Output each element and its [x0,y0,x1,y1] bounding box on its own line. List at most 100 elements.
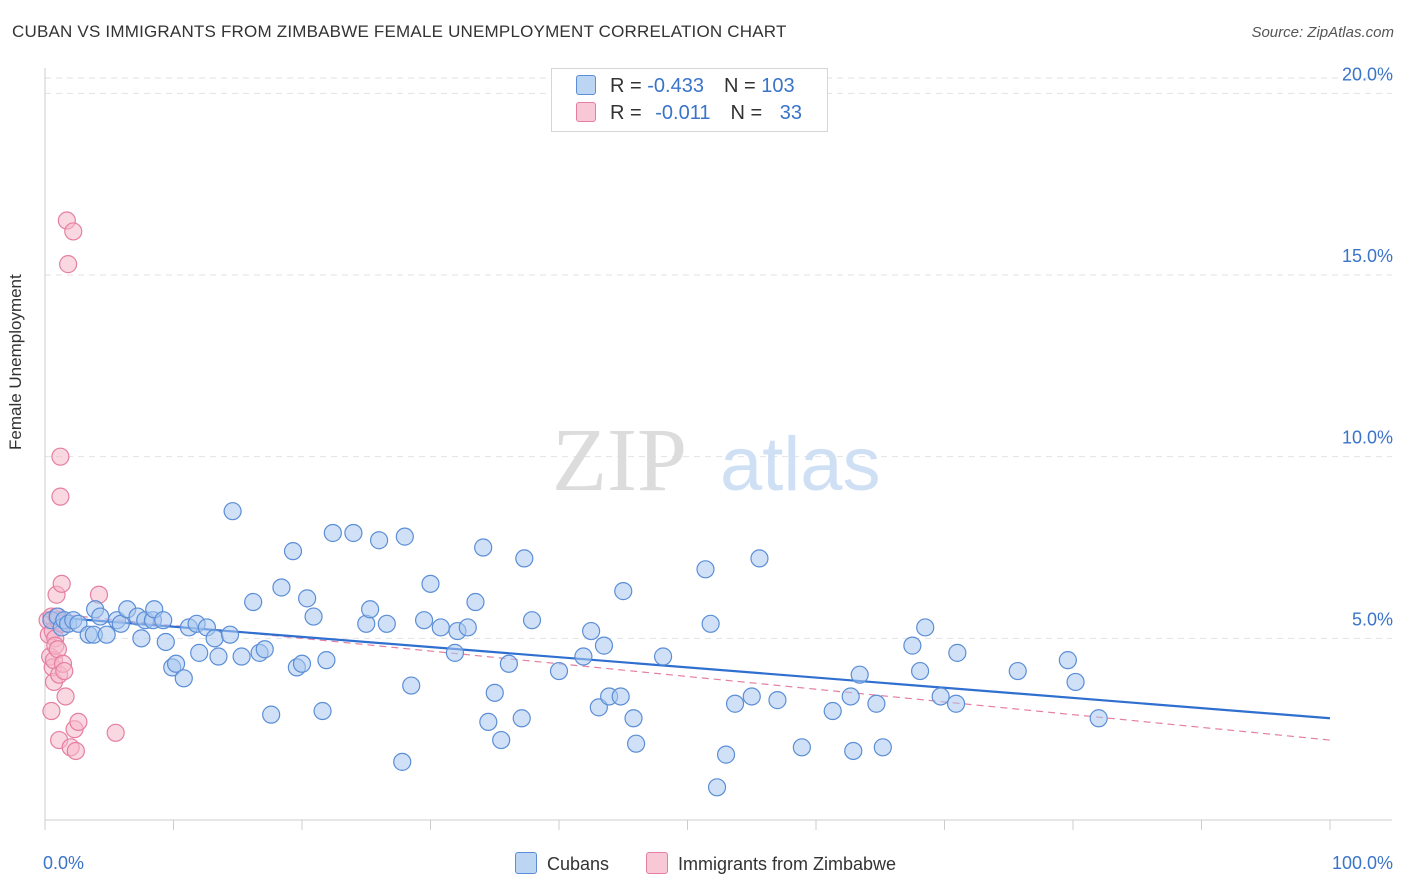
cuban-point [574,647,593,666]
legend-r-label: R = [610,102,648,124]
zimbabwe-point [51,447,70,466]
cuban-point [292,654,312,673]
cuban-point [742,687,761,706]
cuban-point [594,636,614,655]
cuban-point [190,643,209,662]
cuban-point [317,651,336,670]
cuban-point [393,752,412,771]
cuban-point [792,738,811,757]
cuban-point [395,527,414,546]
cuban-point [132,629,151,648]
cuban-point [611,687,630,706]
trend-lines [44,612,1331,741]
source-label: Source: ZipAtlas.com [1251,24,1394,41]
cuban-point [624,709,643,728]
cuban-point [916,618,935,637]
cuban-point [91,607,110,626]
cuban-point [414,611,434,630]
bottom-swatch-pink [646,852,668,874]
correlation-legend: R = -0.433 N = 103 R = -0.011 N = 33 [551,68,828,132]
cuban-point [1089,709,1108,728]
legend-swatch-pink [576,102,596,122]
cuban-points [42,502,1108,797]
legend-row-zimbabwe: R = -0.011 N = 33 [576,102,802,125]
zimbabwe-point [51,487,70,506]
cuban-point [512,709,531,728]
cuban-point [402,676,421,695]
cuban-point [910,661,930,681]
y-axis-label: Female Unemployment [6,274,25,450]
cuban-point [931,687,950,706]
cuban-trend-line [44,615,1331,720]
cuban-point [750,549,769,568]
legend-n-value: 33 [779,102,802,124]
y-tick-label: 10.0% [1342,428,1393,448]
cuban-point [850,665,869,684]
cuban-point [701,614,720,633]
y-tick-label: 20.0% [1342,64,1393,84]
legend-n-label: N = [723,75,762,97]
cuban-point [458,618,477,637]
watermark-atlas: atlas [720,422,881,507]
cuban-point [492,730,511,750]
cuban-point [844,741,863,761]
cuban-point [479,712,498,732]
legend-row-cubans: R = -0.433 N = 103 [576,75,795,98]
cuban-point [298,589,317,608]
zimbabwe-point [59,255,78,274]
cuban-point [154,611,173,630]
cuban-point [445,643,465,662]
y-tick-label: 15.0% [1342,246,1393,266]
bottom-legend-zimbabwe-label: Immigrants from Zimbabwe [678,854,897,874]
cuban-point [313,701,332,721]
bottom-legend-zimbabwe: Immigrants from Zimbabwe [646,852,896,875]
cuban-point [515,549,534,568]
cuban-point [626,734,646,753]
bottom-legend-cubans-label: Cubans [547,854,610,874]
cuban-point [97,625,116,644]
cuban-point [223,502,242,521]
cuban-point [304,607,323,626]
cuban-point [725,694,745,713]
cuban-point [431,618,450,637]
cuban-point [948,643,967,662]
cuban-point [323,523,342,543]
cuban-point [361,600,380,619]
legend-r-label: R = [610,75,648,97]
zimbabwe-point [55,661,74,681]
cuban-point [841,687,860,706]
cuban-point [466,592,485,612]
cuban-point [1058,651,1077,670]
cuban-point [903,636,922,655]
zimbabwe-point [56,687,75,706]
grid-lines [45,77,1392,639]
cuban-point [867,694,886,713]
cuban-point [421,574,440,593]
x-tick-label-left: 0.0% [43,853,84,873]
cuban-point [946,694,966,713]
cuban-point [716,745,736,764]
cuban-point [1066,672,1085,692]
x-tick-label-right: 100.0% [1332,853,1393,873]
cuban-point [283,542,303,561]
zimbabwe-point [66,741,85,761]
cuban-point [549,661,569,681]
cuban-point [209,647,228,666]
cuban-point [485,683,504,702]
cuban-point [344,523,363,543]
cuban-point [522,611,542,630]
zimbabwe-point [42,701,61,721]
zimbabwe-point [52,574,71,593]
cuban-point [873,738,892,757]
cuban-point [166,654,186,673]
cuban-point [255,640,274,659]
zimbabwe-point [106,723,125,742]
legend-n-label: N = [730,102,768,124]
legend-r-value: -0.433 [647,75,704,97]
cuban-point [262,705,281,724]
cuban-point [377,614,396,633]
chart-title: CUBAN VS IMMIGRANTS FROM ZIMBABWE FEMALE… [12,22,787,41]
legend-n-value: 103 [761,75,795,97]
cuban-point [232,647,251,666]
cuban-point [1008,661,1027,681]
